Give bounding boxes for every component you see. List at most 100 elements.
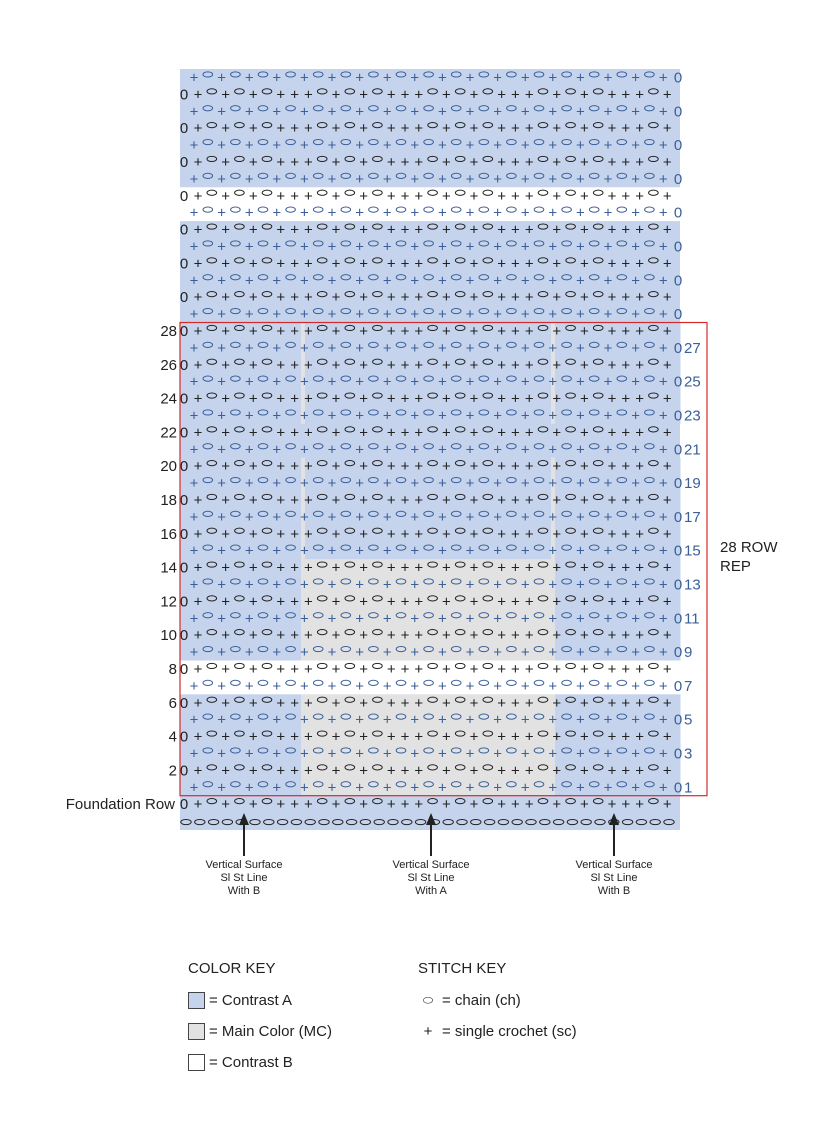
sc-symbol: + bbox=[631, 205, 640, 222]
sc-symbol: + bbox=[521, 576, 530, 593]
sc-symbol: + bbox=[245, 238, 254, 255]
chain-symbol bbox=[372, 595, 383, 602]
chain-symbol bbox=[482, 527, 494, 534]
sc-symbol: + bbox=[635, 458, 644, 475]
sc-symbol: + bbox=[249, 729, 258, 746]
sc-symbol: + bbox=[249, 695, 258, 712]
sc-symbol: + bbox=[663, 627, 672, 644]
sc-symbol: + bbox=[355, 69, 364, 86]
chain-symbol bbox=[423, 476, 434, 484]
sc-symbol: + bbox=[410, 576, 419, 593]
row-number-right: 11 bbox=[684, 610, 700, 627]
sc-symbol: + bbox=[497, 661, 506, 678]
sc-symbol: + bbox=[332, 120, 341, 137]
chain-symbol bbox=[395, 578, 407, 585]
sc-symbol: + bbox=[217, 137, 226, 154]
sc-symbol: + bbox=[659, 475, 668, 492]
chain-symbol bbox=[427, 155, 438, 163]
row-background bbox=[180, 254, 680, 273]
sc-symbol: + bbox=[300, 306, 309, 323]
row-section bbox=[301, 609, 306, 628]
sc-symbol: + bbox=[525, 86, 534, 103]
sc-symbol: + bbox=[442, 627, 451, 644]
sc-symbol: + bbox=[659, 543, 668, 560]
sc-symbol: + bbox=[635, 492, 644, 509]
row-section bbox=[301, 525, 306, 543]
sc-symbol: + bbox=[580, 526, 589, 543]
chain-symbol bbox=[561, 138, 572, 146]
row-start-marker: 0 bbox=[674, 509, 682, 526]
sc-symbol: + bbox=[663, 154, 672, 171]
row-start-marker: 0 bbox=[180, 86, 188, 103]
chain-symbol bbox=[332, 818, 344, 826]
chain-symbol bbox=[470, 818, 482, 826]
sc-symbol: + bbox=[604, 340, 613, 357]
chain-symbol bbox=[368, 612, 379, 619]
sc-symbol: + bbox=[608, 255, 617, 272]
chain-symbol bbox=[316, 257, 328, 264]
sc-symbol: + bbox=[466, 745, 475, 762]
sc-symbol: + bbox=[525, 729, 534, 746]
chain-symbol bbox=[395, 443, 407, 450]
sc-symbol: + bbox=[190, 543, 199, 560]
sc-symbol: + bbox=[414, 560, 423, 577]
sc-symbol: + bbox=[359, 255, 368, 272]
chain-symbol bbox=[483, 818, 496, 826]
arrow-label-line1: Vertical Surface bbox=[392, 859, 469, 871]
chain-symbol bbox=[340, 206, 352, 213]
chain-symbol bbox=[427, 730, 438, 737]
sc-symbol: + bbox=[604, 610, 613, 627]
sc-symbol: + bbox=[466, 103, 475, 120]
row-section bbox=[301, 474, 306, 492]
chain-symbol bbox=[316, 662, 328, 670]
chain-symbol bbox=[230, 510, 241, 517]
sc-symbol: + bbox=[221, 391, 230, 408]
chain-symbol bbox=[276, 818, 289, 826]
sc-symbol: + bbox=[414, 188, 423, 205]
sc-symbol: + bbox=[355, 272, 364, 289]
row-start-marker: 0 bbox=[180, 120, 188, 137]
sc-symbol: + bbox=[470, 560, 479, 577]
sc-symbol: + bbox=[249, 86, 258, 103]
sc-symbol: + bbox=[190, 103, 199, 120]
sc-symbol: + bbox=[217, 407, 226, 424]
sc-symbol: + bbox=[580, 86, 589, 103]
sc-symbol: + bbox=[521, 374, 530, 391]
sc-symbol: + bbox=[576, 509, 585, 526]
sc-symbol: + bbox=[576, 576, 585, 593]
sc-symbol: + bbox=[383, 678, 392, 695]
chain-symbol bbox=[230, 645, 241, 653]
sc-symbol: + bbox=[190, 137, 199, 154]
chain-symbol bbox=[644, 105, 655, 112]
sc-symbol: + bbox=[194, 492, 203, 509]
chain-symbol bbox=[312, 645, 324, 653]
sc-symbol: + bbox=[631, 610, 640, 627]
chain-symbol bbox=[230, 747, 241, 754]
sc-symbol: + bbox=[608, 222, 617, 239]
sc-symbol: + bbox=[493, 171, 502, 188]
color-key-item-a: = Contrast A bbox=[188, 989, 332, 1011]
chain-symbol bbox=[588, 71, 600, 78]
sc-symbol: + bbox=[621, 255, 630, 272]
sc-symbol: + bbox=[245, 475, 254, 492]
sc-symbol: + bbox=[217, 678, 226, 695]
chain-symbol bbox=[202, 544, 214, 551]
sc-symbol: + bbox=[387, 627, 396, 644]
chain-symbol bbox=[202, 172, 214, 179]
sc-symbol: + bbox=[521, 340, 530, 357]
sc-symbol: + bbox=[304, 255, 313, 272]
sc-symbol: + bbox=[221, 424, 230, 441]
chain-symbol bbox=[261, 122, 273, 129]
row-section bbox=[551, 491, 556, 509]
sc-symbol: + bbox=[194, 391, 203, 408]
chain-symbol bbox=[368, 781, 379, 788]
sc-symbol: + bbox=[387, 695, 396, 712]
chain-symbol bbox=[285, 138, 296, 146]
sc-symbol: + bbox=[300, 205, 309, 222]
chain-symbol bbox=[482, 392, 494, 399]
chain-symbol bbox=[450, 307, 462, 315]
single-crochet-icon: + bbox=[423, 1022, 433, 1040]
row-start-marker: 0 bbox=[180, 357, 188, 374]
chain-symbol bbox=[395, 341, 407, 348]
row-section bbox=[305, 457, 552, 476]
